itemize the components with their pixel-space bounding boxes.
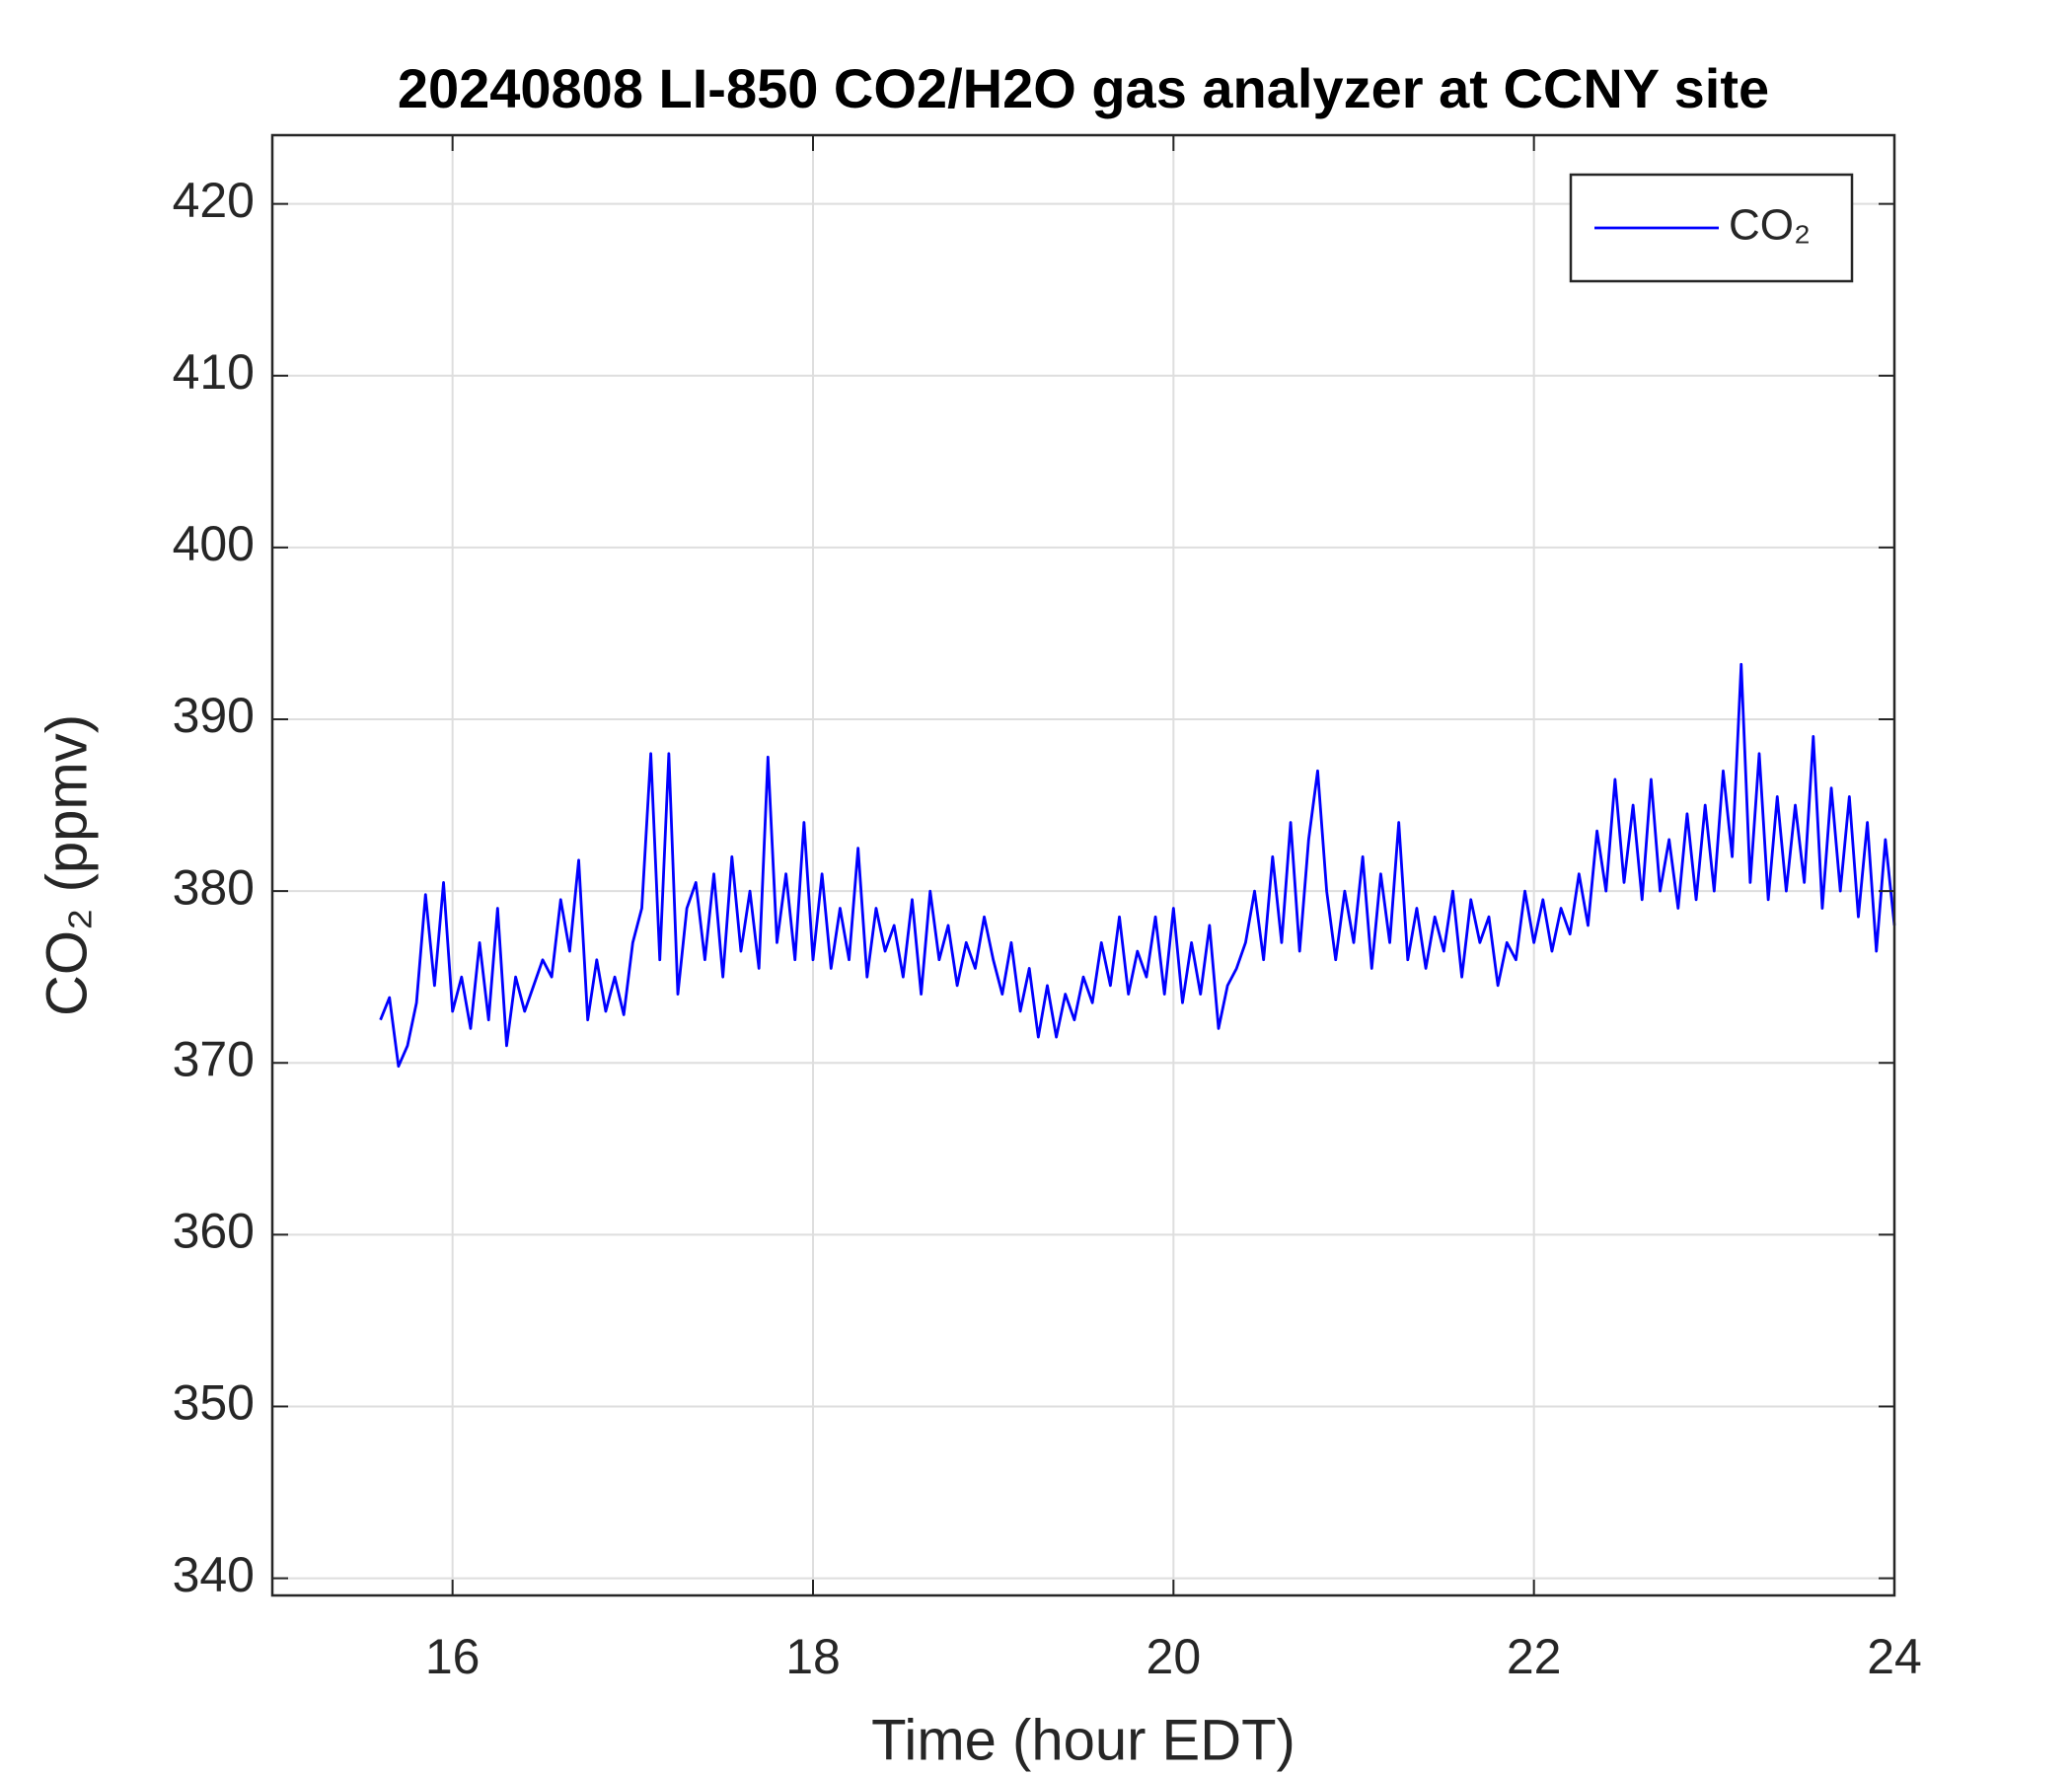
x-tick-label: 16 [425, 1629, 481, 1684]
axes-box [270, 133, 1896, 1597]
x-tick-label: 20 [1147, 1629, 1202, 1684]
axes: 340 350 360 370 380 390 400 410 420 16 18 20 22 24 [173, 133, 1922, 1684]
plot-area [379, 662, 1896, 1069]
chart-title: 20240808 LI-850 CO2/H2O gas analyzer at … [398, 57, 1769, 119]
y-tick-label: 340 [173, 1547, 255, 1602]
y-tick-label: 410 [173, 344, 255, 400]
y-axis-label: CO₂ (ppmv) [35, 714, 99, 1016]
x-axis-label: Time (hour EDT) [871, 1708, 1295, 1772]
y-tick-label: 400 [173, 516, 255, 571]
legend-label: CO₂ [1729, 201, 1811, 250]
x-tick-label: 22 [1507, 1629, 1562, 1684]
y-tick-label: 370 [173, 1031, 255, 1086]
y-tick-label: 420 [173, 173, 255, 228]
x-tick-label: 18 [785, 1629, 841, 1684]
legend: CO₂ [1569, 173, 1854, 283]
y-tick-label: 380 [173, 859, 255, 915]
grid [272, 135, 1895, 1595]
x-tick-label: 24 [1867, 1629, 1922, 1684]
data-line [379, 662, 1896, 1069]
y-tick-label: 390 [173, 688, 255, 743]
y-tick-label: 360 [173, 1204, 255, 1259]
y-tick-label: 350 [173, 1375, 255, 1431]
